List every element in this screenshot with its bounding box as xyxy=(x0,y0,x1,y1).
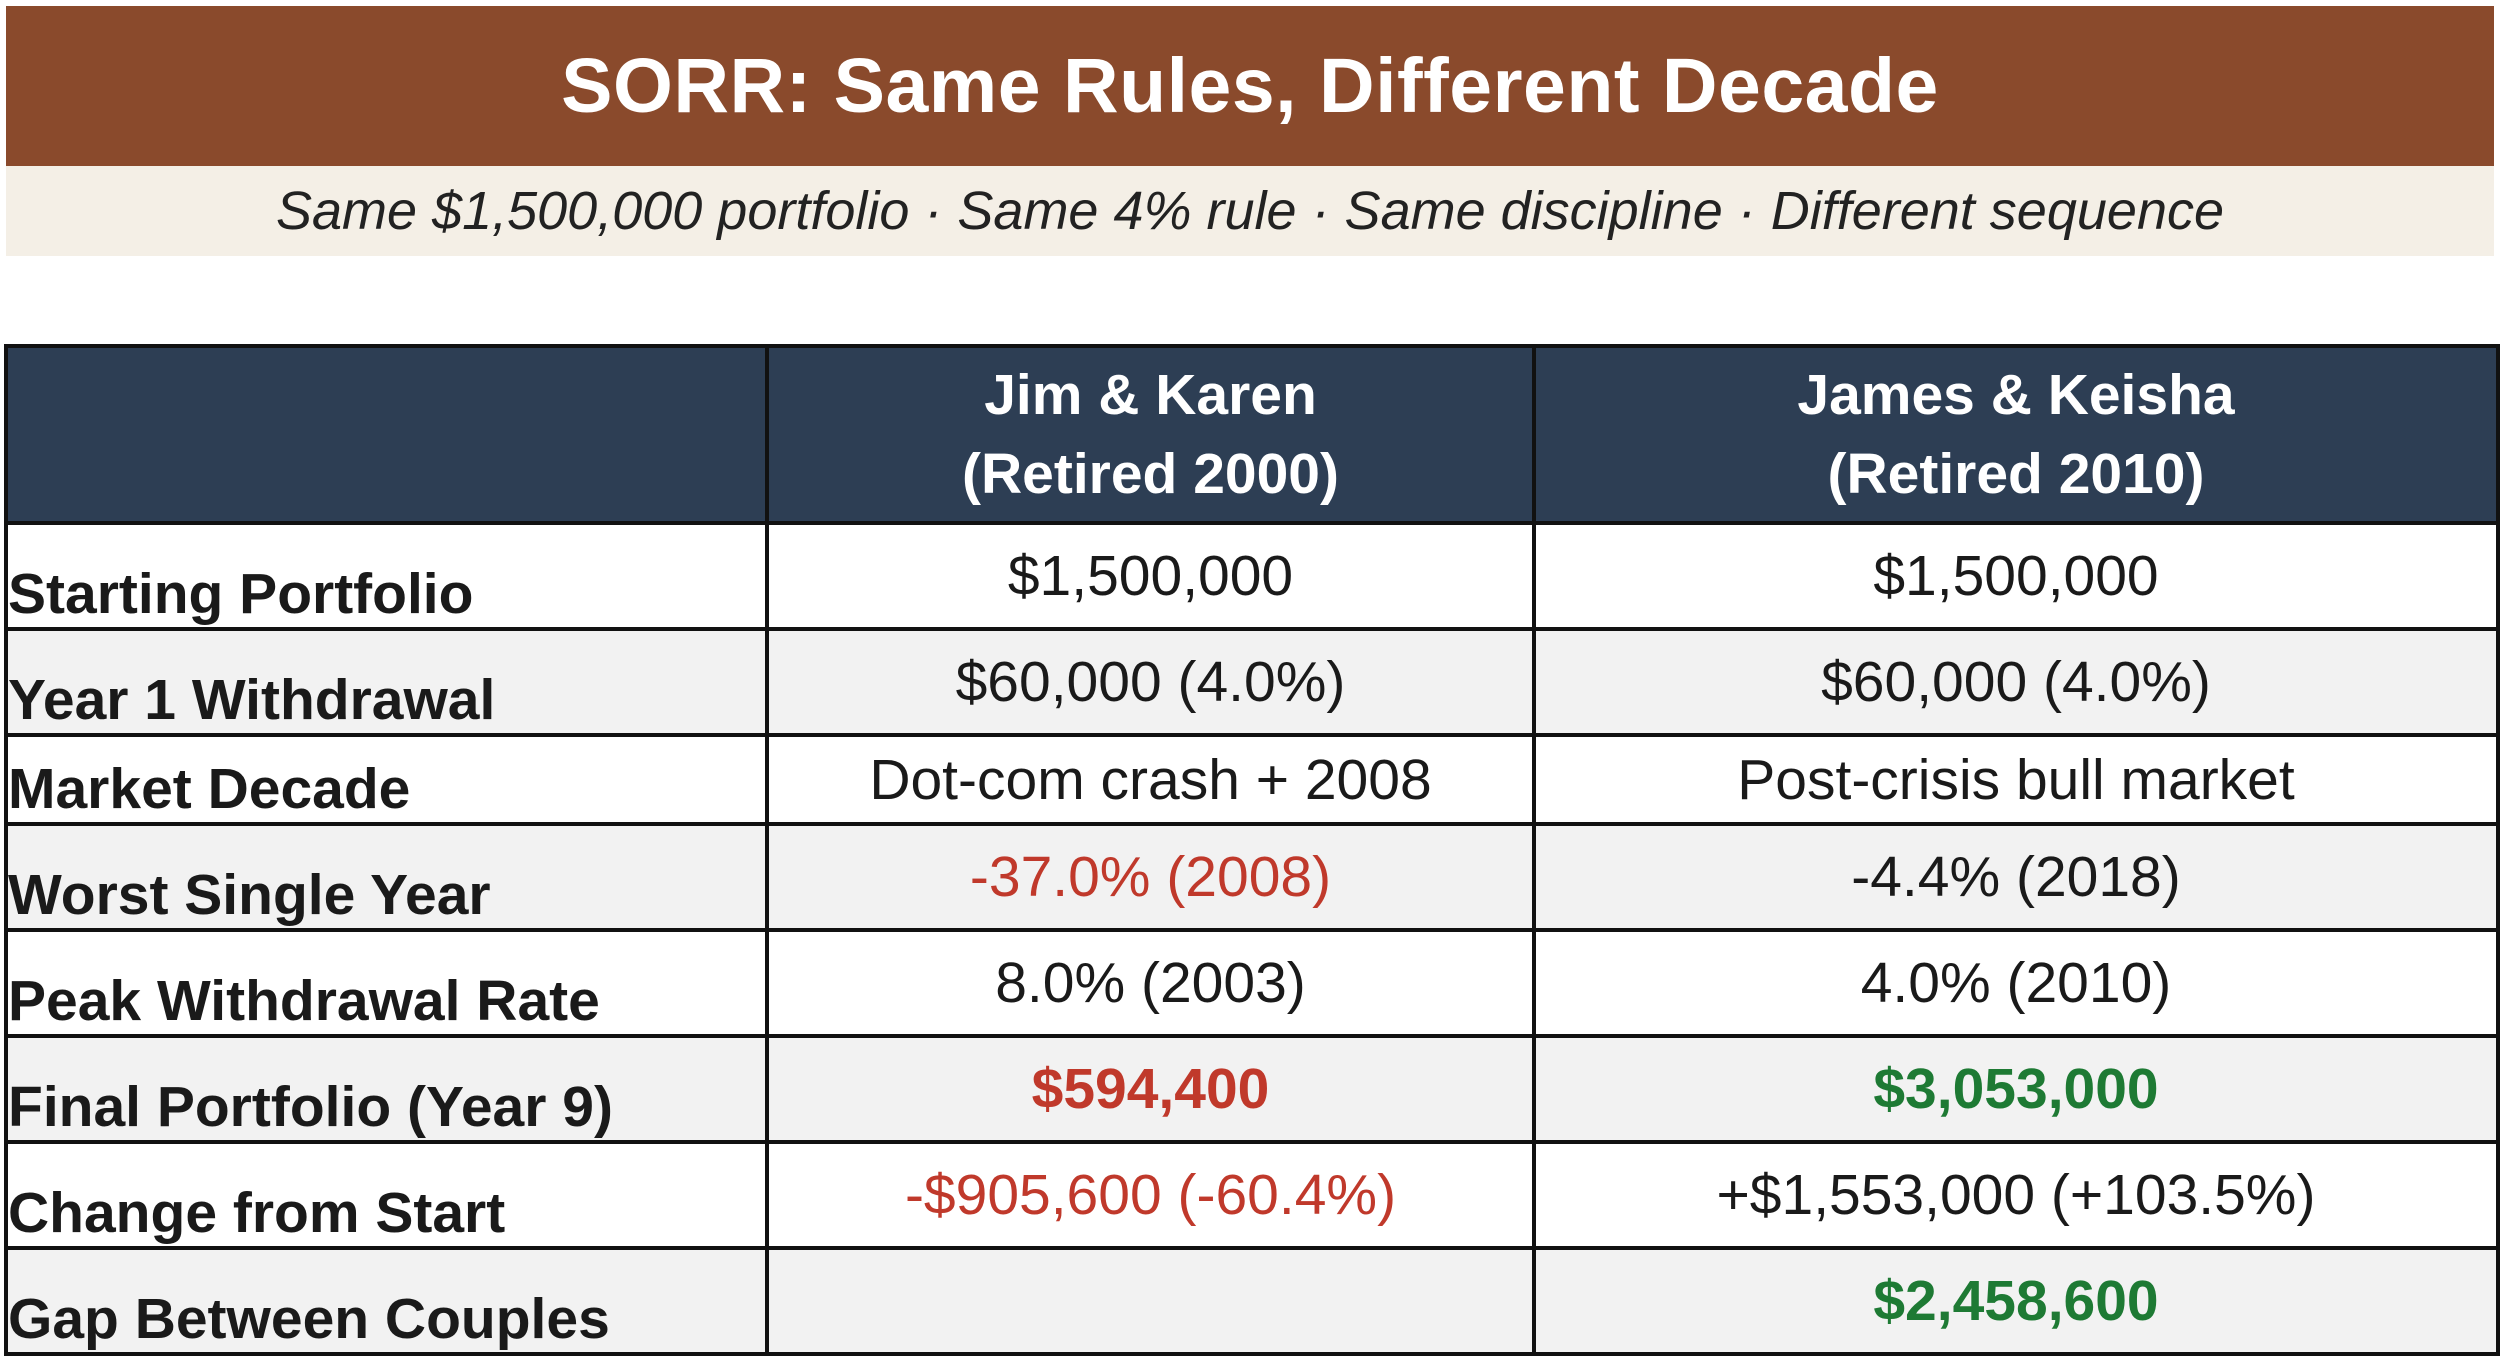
table-row: Starting Portfolio $1,500,000 $1,500,000 xyxy=(4,521,2500,631)
cell-james-keisha: 4.0% (2010) xyxy=(1532,928,2500,1038)
cell-jim-karen: $594,400 xyxy=(765,1034,1536,1144)
header-cell-jim-karen: Jim & Karen (Retired 2000) xyxy=(765,344,1536,525)
cell-james-keisha: Post-crisis bull market xyxy=(1532,733,2500,826)
table-row: Change from Start -$905,600 (-60.4%) +$1… xyxy=(4,1140,2500,1250)
title-banner: SORR: Same Rules, Different Decade xyxy=(6,6,2494,166)
cell-jim-karen: -37.0% (2008) xyxy=(765,822,1536,932)
cell-james-keisha: +$1,553,000 (+103.5%) xyxy=(1532,1140,2500,1250)
header-cell-james-keisha: James & Keisha (Retired 2010) xyxy=(1532,344,2500,525)
table-row: Peak Withdrawal Rate 8.0% (2003) 4.0% (2… xyxy=(4,928,2500,1038)
cell-james-keisha: $2,458,600 xyxy=(1532,1246,2500,1356)
row-label: Peak Withdrawal Rate xyxy=(4,928,769,1038)
row-label: Market Decade xyxy=(4,733,769,826)
cell-jim-karen: $60,000 (4.0%) xyxy=(765,627,1536,737)
cell-james-keisha: $60,000 (4.0%) xyxy=(1532,627,2500,737)
row-label: Year 1 Withdrawal xyxy=(4,627,769,737)
row-label: Worst Single Year xyxy=(4,822,769,932)
header-retired-year: (Retired 2010) xyxy=(1827,441,2205,506)
cell-james-keisha: -4.4% (2018) xyxy=(1532,822,2500,932)
page-subtitle: Same $1,500,000 portfolio · Same 4% rule… xyxy=(275,181,2225,241)
header-couple-name: James & Keisha xyxy=(1797,362,2235,427)
header-retired-year: (Retired 2000) xyxy=(962,441,1339,506)
row-label: Change from Start xyxy=(4,1140,769,1250)
table-row: Final Portfolio (Year 9) $594,400 $3,053… xyxy=(4,1034,2500,1144)
table-row: Worst Single Year -37.0% (2008) -4.4% (2… xyxy=(4,822,2500,932)
row-label: Starting Portfolio xyxy=(4,521,769,631)
cell-jim-karen xyxy=(765,1246,1536,1356)
header-couple-name: Jim & Karen xyxy=(984,362,1317,427)
cell-jim-karen: Dot-com crash + 2008 xyxy=(765,733,1536,826)
cell-jim-karen: $1,500,000 xyxy=(765,521,1536,631)
page-title: SORR: Same Rules, Different Decade xyxy=(561,42,1939,129)
table-header-row: Jim & Karen (Retired 2000) James & Keish… xyxy=(4,344,2500,525)
table-row: Year 1 Withdrawal $60,000 (4.0%) $60,000… xyxy=(4,627,2500,737)
header-cell-blank xyxy=(4,344,769,525)
cell-jim-karen: 8.0% (2003) xyxy=(765,928,1536,1038)
row-label: Final Portfolio (Year 9) xyxy=(4,1034,769,1144)
row-label: Gap Between Couples xyxy=(4,1246,769,1356)
comparison-table: Jim & Karen (Retired 2000) James & Keish… xyxy=(4,344,2500,1356)
table-row: Market Decade Dot-com crash + 2008 Post-… xyxy=(4,733,2500,826)
cell-jim-karen: -$905,600 (-60.4%) xyxy=(765,1140,1536,1250)
cell-james-keisha: $1,500,000 xyxy=(1532,521,2500,631)
cell-james-keisha: $3,053,000 xyxy=(1532,1034,2500,1144)
table-row: Gap Between Couples $2,458,600 xyxy=(4,1246,2500,1356)
subtitle-banner: Same $1,500,000 portfolio · Same 4% rule… xyxy=(6,166,2494,256)
